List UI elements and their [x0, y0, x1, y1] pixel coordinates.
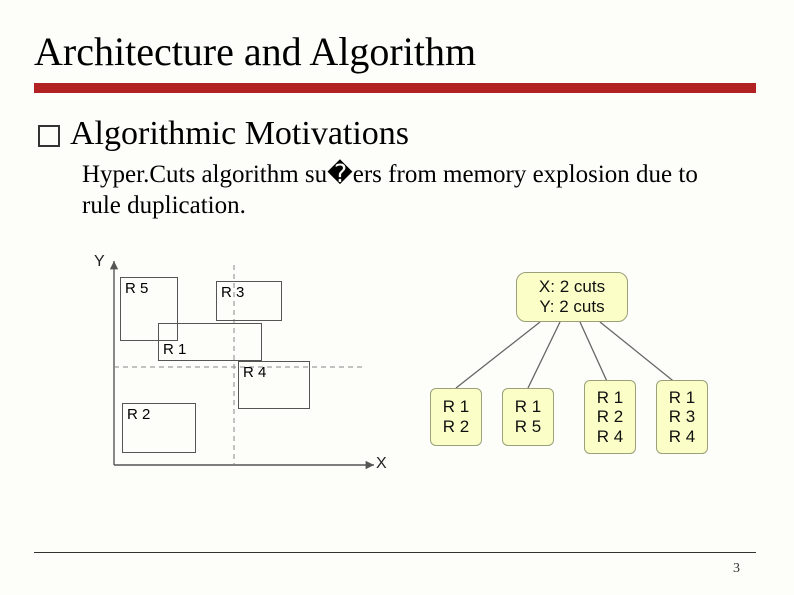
root-line2: Y: 2 cuts	[539, 297, 604, 317]
tree-leaf-3: R 1 R 2 R 4	[584, 380, 636, 454]
footer-rule	[34, 552, 756, 553]
decision-tree: X: 2 cuts Y: 2 cuts R 1 R 2 R 1 R 5 R 1 …	[420, 270, 720, 490]
tree-leaf-1: R 1 R 2	[430, 388, 482, 446]
leaf1-row1: R 2	[443, 417, 469, 437]
tree-leaf-4: R 1 R 3 R 4	[656, 380, 708, 454]
root-line1: X: 2 cuts	[539, 277, 605, 297]
bullet-row: Algorithmic Motivations	[38, 115, 756, 153]
cuts-chart: Y X R 5 R 3 R 1 R 4 R 2	[90, 255, 390, 495]
leaf4-row0: R 1	[669, 388, 695, 408]
sub-text: Hyper.Cuts algorithm su�ers from memory …	[82, 159, 702, 222]
diagram-area: Y X R 5 R 3 R 1 R 4 R 2 X: 2 cuts Y: 2 c…	[90, 255, 730, 535]
y-axis-label: Y	[94, 253, 105, 271]
leaf4-row1: R 3	[669, 407, 695, 427]
leaf2-row0: R 1	[515, 397, 541, 417]
rect-r4: R 4	[238, 361, 310, 409]
bullet-text: Algorithmic Motivations	[70, 115, 409, 153]
leaf4-row2: R 4	[669, 427, 695, 447]
slide-title: Architecture and Algorithm	[34, 28, 756, 75]
rect-r3: R 3	[216, 281, 282, 321]
bullet-square-icon	[38, 125, 60, 147]
leaf3-row2: R 4	[597, 427, 623, 447]
leaf3-row1: R 2	[597, 407, 623, 427]
x-axis-label: X	[376, 455, 387, 473]
leaf1-row0: R 1	[443, 397, 469, 417]
title-underline	[34, 83, 756, 93]
leaf2-row1: R 5	[515, 417, 541, 437]
page-number: 3	[733, 561, 740, 577]
rect-r2: R 2	[122, 403, 196, 453]
leaf3-row0: R 1	[597, 388, 623, 408]
rect-r1: R 1	[158, 323, 262, 361]
tree-root-node: X: 2 cuts Y: 2 cuts	[516, 272, 628, 322]
tree-leaf-2: R 1 R 5	[502, 388, 554, 446]
